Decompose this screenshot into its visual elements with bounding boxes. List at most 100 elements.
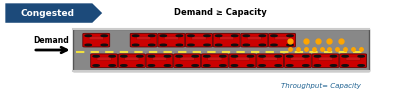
FancyBboxPatch shape xyxy=(312,54,339,68)
FancyBboxPatch shape xyxy=(284,54,311,68)
Circle shape xyxy=(192,65,198,66)
Circle shape xyxy=(93,65,99,66)
FancyBboxPatch shape xyxy=(257,54,284,68)
FancyBboxPatch shape xyxy=(158,33,185,47)
Circle shape xyxy=(85,44,92,46)
Circle shape xyxy=(247,65,254,66)
Circle shape xyxy=(109,56,115,57)
Circle shape xyxy=(342,65,348,66)
FancyBboxPatch shape xyxy=(89,37,103,40)
FancyBboxPatch shape xyxy=(91,54,117,68)
FancyBboxPatch shape xyxy=(180,57,194,60)
FancyBboxPatch shape xyxy=(192,37,206,40)
Circle shape xyxy=(148,65,154,66)
Circle shape xyxy=(204,35,210,36)
Circle shape xyxy=(232,35,238,36)
Circle shape xyxy=(188,44,194,46)
Circle shape xyxy=(160,44,166,46)
Circle shape xyxy=(93,56,99,57)
Circle shape xyxy=(176,35,183,36)
Text: Demand: Demand xyxy=(33,36,69,45)
FancyBboxPatch shape xyxy=(164,37,178,40)
Polygon shape xyxy=(5,3,102,23)
Circle shape xyxy=(148,56,154,57)
FancyBboxPatch shape xyxy=(72,29,369,71)
Circle shape xyxy=(259,35,265,36)
Circle shape xyxy=(231,65,238,66)
Circle shape xyxy=(192,56,198,57)
Circle shape xyxy=(302,56,309,57)
FancyBboxPatch shape xyxy=(247,37,261,40)
Circle shape xyxy=(148,44,155,46)
Circle shape xyxy=(342,56,348,57)
FancyBboxPatch shape xyxy=(174,54,201,68)
Circle shape xyxy=(287,35,293,36)
Circle shape xyxy=(358,65,364,66)
Circle shape xyxy=(133,35,139,36)
Circle shape xyxy=(133,44,139,46)
FancyBboxPatch shape xyxy=(152,57,167,60)
FancyBboxPatch shape xyxy=(97,57,111,60)
Circle shape xyxy=(271,44,277,46)
FancyBboxPatch shape xyxy=(241,33,268,47)
Circle shape xyxy=(259,65,265,66)
Circle shape xyxy=(176,44,183,46)
Circle shape xyxy=(243,44,250,46)
Circle shape xyxy=(330,65,337,66)
FancyBboxPatch shape xyxy=(213,33,240,47)
Circle shape xyxy=(232,44,238,46)
Circle shape xyxy=(314,56,321,57)
FancyBboxPatch shape xyxy=(229,54,256,68)
Circle shape xyxy=(287,65,293,66)
Circle shape xyxy=(330,56,337,57)
Text: Demand ≥ Capacity: Demand ≥ Capacity xyxy=(174,8,267,17)
FancyBboxPatch shape xyxy=(208,57,222,60)
Circle shape xyxy=(275,65,281,66)
Circle shape xyxy=(275,56,281,57)
Circle shape xyxy=(358,56,364,57)
FancyBboxPatch shape xyxy=(83,33,110,47)
Circle shape xyxy=(314,65,321,66)
FancyBboxPatch shape xyxy=(125,57,139,60)
Circle shape xyxy=(215,35,222,36)
FancyBboxPatch shape xyxy=(291,57,305,60)
FancyBboxPatch shape xyxy=(137,37,151,40)
FancyBboxPatch shape xyxy=(340,54,367,68)
Circle shape xyxy=(204,44,210,46)
Text: Throughput= Capacity: Throughput= Capacity xyxy=(281,83,361,89)
Circle shape xyxy=(259,44,265,46)
FancyBboxPatch shape xyxy=(235,57,250,60)
FancyBboxPatch shape xyxy=(318,57,333,60)
FancyBboxPatch shape xyxy=(130,33,157,47)
Circle shape xyxy=(101,44,107,46)
Circle shape xyxy=(137,56,143,57)
FancyBboxPatch shape xyxy=(185,33,213,47)
Circle shape xyxy=(160,35,166,36)
Circle shape xyxy=(271,35,277,36)
FancyBboxPatch shape xyxy=(146,54,173,68)
Circle shape xyxy=(137,65,143,66)
Circle shape xyxy=(176,56,182,57)
Circle shape xyxy=(243,35,250,36)
Circle shape xyxy=(259,56,265,57)
Circle shape xyxy=(204,65,210,66)
Circle shape xyxy=(148,35,155,36)
Circle shape xyxy=(204,56,210,57)
Circle shape xyxy=(101,35,107,36)
Circle shape xyxy=(188,35,194,36)
FancyBboxPatch shape xyxy=(220,37,234,40)
Circle shape xyxy=(215,44,222,46)
FancyBboxPatch shape xyxy=(263,57,277,60)
Circle shape xyxy=(85,35,92,36)
Circle shape xyxy=(164,56,171,57)
Circle shape xyxy=(164,65,171,66)
Circle shape xyxy=(231,56,238,57)
Circle shape xyxy=(121,56,127,57)
FancyBboxPatch shape xyxy=(346,57,360,60)
Circle shape xyxy=(247,56,254,57)
Circle shape xyxy=(287,56,293,57)
FancyBboxPatch shape xyxy=(275,37,289,40)
Text: Congested: Congested xyxy=(20,9,74,18)
Circle shape xyxy=(176,65,182,66)
Circle shape xyxy=(121,65,127,66)
